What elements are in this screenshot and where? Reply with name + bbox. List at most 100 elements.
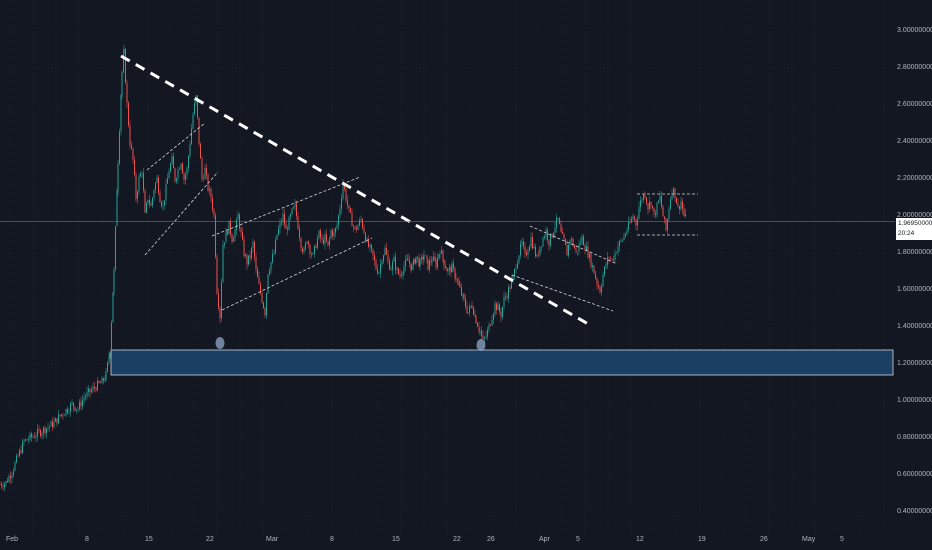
candle-body bbox=[135, 174, 137, 200]
candle-body bbox=[467, 312, 469, 313]
candle-body bbox=[632, 216, 634, 219]
candle-body bbox=[667, 218, 668, 231]
candle-body bbox=[462, 294, 464, 296]
candle-body bbox=[297, 216, 299, 229]
candle-body bbox=[236, 219, 237, 231]
candle-body bbox=[278, 228, 279, 235]
candle-body bbox=[97, 380, 98, 391]
candle-body bbox=[74, 406, 76, 411]
candle-body bbox=[251, 247, 252, 259]
candle-body bbox=[203, 178, 204, 180]
candle-body bbox=[312, 253, 314, 255]
candle-body bbox=[661, 195, 662, 207]
candle-body bbox=[455, 278, 457, 280]
candle-body bbox=[431, 260, 433, 262]
candle-body bbox=[509, 287, 511, 289]
candle-body bbox=[104, 379, 106, 381]
price-tick-label: 2.40000000 bbox=[897, 138, 932, 145]
candle-body bbox=[445, 265, 446, 269]
candle-body bbox=[488, 324, 490, 330]
candle-body bbox=[384, 247, 386, 256]
candle-body bbox=[131, 145, 132, 149]
candle-body bbox=[557, 217, 559, 219]
candle-body bbox=[242, 232, 243, 240]
candle-body bbox=[593, 265, 595, 274]
price-tick-label: 1.00000000 bbox=[897, 397, 932, 404]
candle-body bbox=[230, 220, 231, 235]
candle-body bbox=[338, 215, 339, 226]
candle-body bbox=[23, 440, 25, 442]
candle-body bbox=[150, 203, 152, 206]
candle-body bbox=[204, 167, 206, 179]
candle-body bbox=[563, 233, 565, 239]
candle-body bbox=[565, 238, 566, 245]
candle-body bbox=[450, 267, 452, 273]
candle-body bbox=[402, 272, 404, 276]
candle-body bbox=[171, 156, 173, 164]
candle-body bbox=[535, 246, 536, 257]
candle-body bbox=[521, 241, 523, 244]
candle-body bbox=[435, 260, 437, 268]
candle-body bbox=[158, 177, 159, 193]
candle-body bbox=[589, 253, 590, 258]
candle-body bbox=[487, 329, 488, 337]
candle-body bbox=[409, 260, 410, 264]
candle-body bbox=[553, 233, 554, 238]
candle-body bbox=[354, 226, 356, 229]
candle-body bbox=[70, 403, 71, 413]
candle-body bbox=[643, 194, 644, 200]
candle-body bbox=[258, 277, 260, 284]
candle-body bbox=[449, 267, 450, 270]
candle-body bbox=[439, 253, 441, 255]
candle-body bbox=[43, 427, 44, 434]
time-tick-label: 22 bbox=[453, 536, 461, 543]
candle-body bbox=[41, 433, 43, 436]
candle-body bbox=[341, 198, 342, 209]
candle-body bbox=[426, 255, 428, 260]
candle-body bbox=[64, 414, 65, 416]
candle-body bbox=[61, 414, 62, 416]
candle-body bbox=[92, 386, 94, 390]
candle-body bbox=[497, 304, 499, 311]
candle-body bbox=[59, 414, 61, 416]
candle-body bbox=[529, 246, 530, 252]
price-tick-label: 1.40000000 bbox=[897, 323, 932, 330]
candle-body bbox=[514, 269, 515, 277]
candle-body bbox=[76, 409, 77, 411]
candle-body bbox=[0, 484, 1, 485]
candle-body bbox=[505, 296, 506, 298]
candle-body bbox=[538, 254, 539, 256]
candle-body bbox=[137, 191, 138, 200]
candle-body bbox=[179, 168, 180, 170]
time-tick-label: Apr bbox=[539, 536, 550, 543]
candle-body bbox=[478, 326, 480, 331]
candle-body bbox=[89, 388, 91, 393]
candle-body bbox=[16, 455, 17, 463]
candle-body bbox=[291, 208, 293, 215]
candle-body bbox=[665, 218, 667, 231]
price-tick-label: 2.00000000 bbox=[897, 212, 932, 219]
candle-body bbox=[556, 217, 557, 228]
candle-body bbox=[108, 356, 110, 363]
candle-body bbox=[562, 232, 563, 234]
candle-body bbox=[410, 263, 412, 270]
candle-body bbox=[572, 239, 574, 246]
candle-body bbox=[80, 401, 82, 407]
candle-body bbox=[50, 421, 52, 427]
candle-body bbox=[441, 250, 442, 254]
candle-body bbox=[641, 199, 643, 201]
candle-body bbox=[372, 249, 374, 256]
candle-body bbox=[638, 207, 640, 219]
candle-body bbox=[604, 266, 605, 276]
candle-body bbox=[243, 239, 245, 257]
candle-body bbox=[228, 220, 230, 235]
candle-body bbox=[165, 183, 167, 201]
candle-body bbox=[1, 484, 2, 487]
candle-body bbox=[398, 268, 399, 274]
candle-body bbox=[629, 221, 631, 223]
candle-body bbox=[475, 315, 477, 324]
candle-body bbox=[481, 330, 482, 336]
candle-body bbox=[438, 254, 440, 259]
candle-body bbox=[474, 314, 476, 316]
